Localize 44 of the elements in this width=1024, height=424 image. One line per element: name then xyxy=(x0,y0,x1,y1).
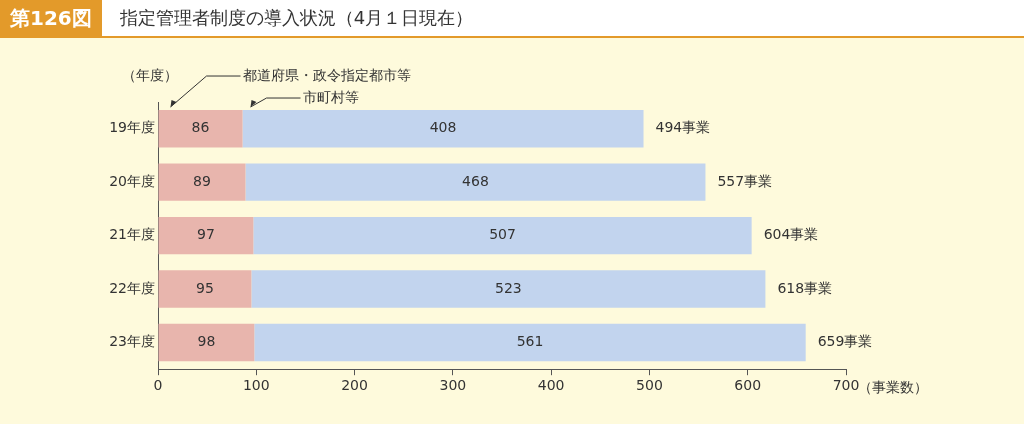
chart-title: 第126図 xyxy=(0,0,102,36)
total-label: 557事業 xyxy=(717,172,773,189)
bar xyxy=(158,216,254,255)
x-tick-label: 600 xyxy=(734,377,762,394)
total-label: 494事業 xyxy=(655,119,711,136)
data-label: 95 xyxy=(196,279,214,296)
series-label: 市町村等 xyxy=(302,88,359,105)
data-label: 86 xyxy=(191,119,210,136)
bar xyxy=(158,323,255,362)
data-label: 468 xyxy=(462,172,489,189)
y-axis-title: （年度） xyxy=(122,66,178,83)
y-tick-label: 19年度 xyxy=(109,119,155,136)
bar xyxy=(158,163,246,201)
data-label: 89 xyxy=(193,172,211,189)
total-label: 659事業 xyxy=(817,333,873,350)
x-tick-label: 100 xyxy=(242,377,270,394)
x-axis-title: （事業数） xyxy=(858,378,928,395)
bar xyxy=(245,163,706,201)
y-tick-label: 21年度 xyxy=(109,226,155,243)
data-label: 523 xyxy=(495,279,522,296)
x-tick-label: 200 xyxy=(341,377,368,394)
total-label: 604事業 xyxy=(763,226,819,243)
bar xyxy=(251,270,766,308)
chart-subtitle: 指定管理者制度の導入状況（4月１日現在） xyxy=(119,6,474,30)
data-label: 408 xyxy=(429,119,457,136)
y-tick-label: 23年度 xyxy=(109,333,155,350)
x-tick-label: 300 xyxy=(439,377,467,394)
data-label: 97 xyxy=(197,226,215,243)
x-tick-label: 400 xyxy=(537,377,565,394)
y-tick-label: 22年度 xyxy=(109,279,155,296)
x-tick-label: 700 xyxy=(832,377,860,394)
x-tick-label: 500 xyxy=(636,377,663,394)
bar xyxy=(253,216,752,255)
total-label: 618事業 xyxy=(777,279,833,296)
data-label: 98 xyxy=(197,333,216,350)
bar xyxy=(242,110,644,148)
data-label: 561 xyxy=(516,333,544,350)
bar xyxy=(158,110,243,148)
bar xyxy=(254,323,806,362)
data-label: 507 xyxy=(489,226,516,243)
x-tick-label: 0 xyxy=(153,377,163,394)
y-tick-label: 20年度 xyxy=(109,172,155,189)
series-label: 都道府県・政令指定都市等 xyxy=(242,66,411,83)
bar xyxy=(158,270,252,308)
